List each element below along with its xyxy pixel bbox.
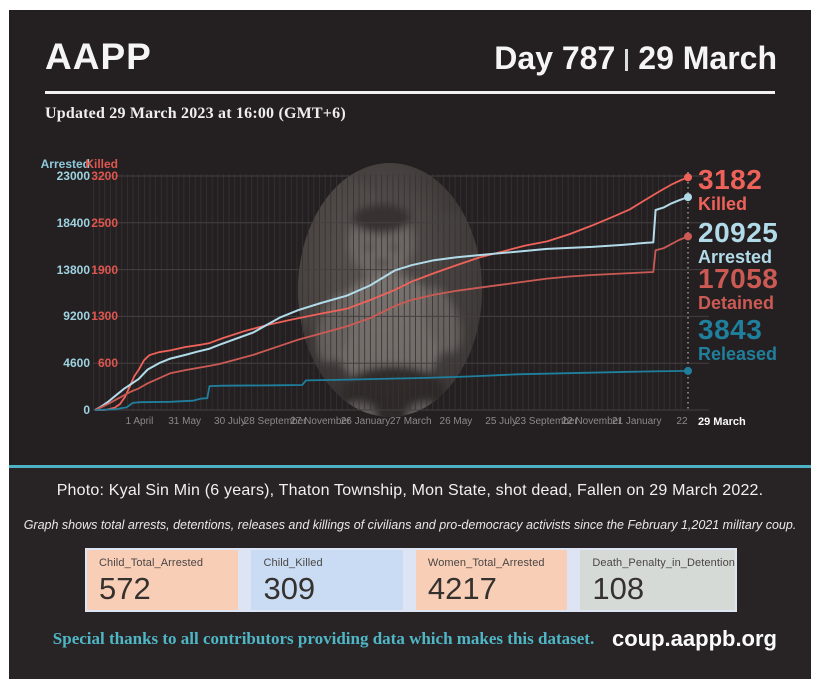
detained-label: Detained — [698, 293, 775, 313]
stat-value: 572 — [99, 571, 151, 606]
released-label: Released — [698, 344, 778, 364]
series-endpoint-detained — [684, 232, 692, 241]
brand-title: AAPP — [45, 36, 152, 77]
stat-child-total-arrested: Child_Total_Arrested 572 — [87, 550, 239, 610]
series-endpoint-released — [684, 366, 692, 375]
footer: Special thanks to all contributors provi… — [45, 626, 777, 652]
stat-label: Women_Total_Arrested — [427, 557, 545, 569]
stat-label: Child_Killed — [263, 557, 323, 569]
teal-divider-line — [9, 465, 811, 468]
arrested-label: Arrested — [698, 247, 773, 267]
x-axis-tick: 22 — [676, 416, 688, 427]
x-axis-tick: 26 May — [439, 416, 473, 427]
stat-death-penalty-in-detention: Death_Penalty_in_Detention 108 — [580, 550, 736, 610]
memorial-photo-kyal-sin-min — [298, 163, 482, 417]
series-line-arrested — [94, 196, 689, 411]
stat-label: Child_Total_Arrested — [99, 557, 204, 569]
killed-total: 3182 — [698, 164, 763, 195]
left-axis-title: Arrested — [40, 157, 90, 171]
left-axis-tick: 9200 — [63, 309, 90, 324]
day-counter: Day 787 29 March — [494, 40, 777, 77]
right-axis-tick: 1900 — [91, 262, 118, 277]
header-rule — [45, 91, 775, 94]
x-axis-tick: 28 September — [243, 416, 307, 427]
legend-arrested: 20925 Arrested — [698, 217, 779, 267]
legend-released: 3843 Released — [698, 314, 778, 364]
stat-women-total-arrested: Women_Total_Arrested 4217 — [415, 550, 568, 610]
lower-section: Photo: Kyal Sin Min (6 years), Thaton To… — [9, 468, 811, 679]
x-axis-tick: 26 January — [340, 416, 391, 427]
right-axis-tick: 1300 — [91, 309, 118, 324]
stat-value: 309 — [263, 571, 316, 606]
series-line-killed — [94, 176, 689, 411]
graph-note: Graph shows total arrests, detentions, r… — [23, 518, 797, 532]
series-endpoint-killed — [684, 173, 692, 182]
separator-bar — [625, 49, 629, 71]
date-label: 29 March — [638, 40, 777, 76]
photo-caption: Photo: Kyal Sin Min (6 years), Thaton To… — [56, 482, 764, 499]
right-axis-tick: 600 — [97, 356, 118, 371]
right-axis-tick: 3200 — [91, 169, 118, 183]
legend-killed: 3182 Killed — [698, 164, 763, 214]
chart-canvas — [93, 163, 709, 417]
series-endpoint-arrested — [684, 193, 692, 202]
left-axis-tick: 0 — [83, 403, 90, 417]
updated-timestamp: Updated 29 March 2023 at 16:00 (GMT+6) — [45, 105, 346, 122]
chart-gridlines — [93, 172, 709, 411]
arrested-total: 20925 — [698, 217, 779, 248]
chart-series-lines — [94, 173, 692, 411]
stat-child-killed: Child_Killed 309 — [251, 550, 403, 610]
left-axis-tick: 4600 — [63, 356, 90, 371]
x-axis-tick: 30 July — [214, 416, 246, 427]
line-chart: Arrested Killed 0 4600 9200 13800 18400 23000… — [9, 10, 811, 470]
x-axis-tick: 25 July — [485, 416, 517, 427]
right-axis-tick: 2500 — [91, 215, 118, 230]
stat-value: 4217 — [427, 571, 497, 606]
contributors-thanks: Special thanks to all contributors provi… — [52, 629, 595, 648]
legend-detained: 17058 Detained — [698, 263, 779, 313]
x-axis-tick-current: 29 March — [691, 416, 752, 428]
x-axis-tick: 1 April — [125, 416, 154, 427]
x-axis-tick: 23 September — [514, 416, 578, 427]
released-total: 3843 — [698, 314, 763, 345]
x-axis-tick: 22 November — [561, 416, 622, 427]
left-axis-tick: 23000 — [56, 169, 90, 183]
stat-label: Death_Penalty_in_Detention — [592, 557, 736, 569]
left-axis-tick: 13800 — [56, 262, 90, 277]
series-line-detained — [94, 235, 689, 411]
stat-value: 108 — [592, 571, 645, 606]
day-label: Day 787 — [494, 40, 616, 76]
dark-panel: AAPP Day 787 29 March Updated 29 March 2… — [9, 10, 811, 679]
killed-label: Killed — [698, 194, 748, 214]
left-axis-tick: 18400 — [56, 215, 90, 230]
website-url: coup.aappb.org — [612, 626, 777, 651]
x-axis-tick: 27 March — [389, 416, 432, 427]
x-axis-tick: 31 May — [168, 416, 202, 427]
stats-strip: Child_Total_Arrested 572 Child_Killed 30… — [85, 548, 737, 612]
x-axis-tick: 27 November — [290, 416, 351, 427]
right-axis-title: Killed — [85, 157, 118, 171]
series-line-released — [94, 370, 689, 411]
x-axis-tick: 21 January — [612, 416, 662, 427]
detained-total: 17058 — [698, 263, 779, 294]
